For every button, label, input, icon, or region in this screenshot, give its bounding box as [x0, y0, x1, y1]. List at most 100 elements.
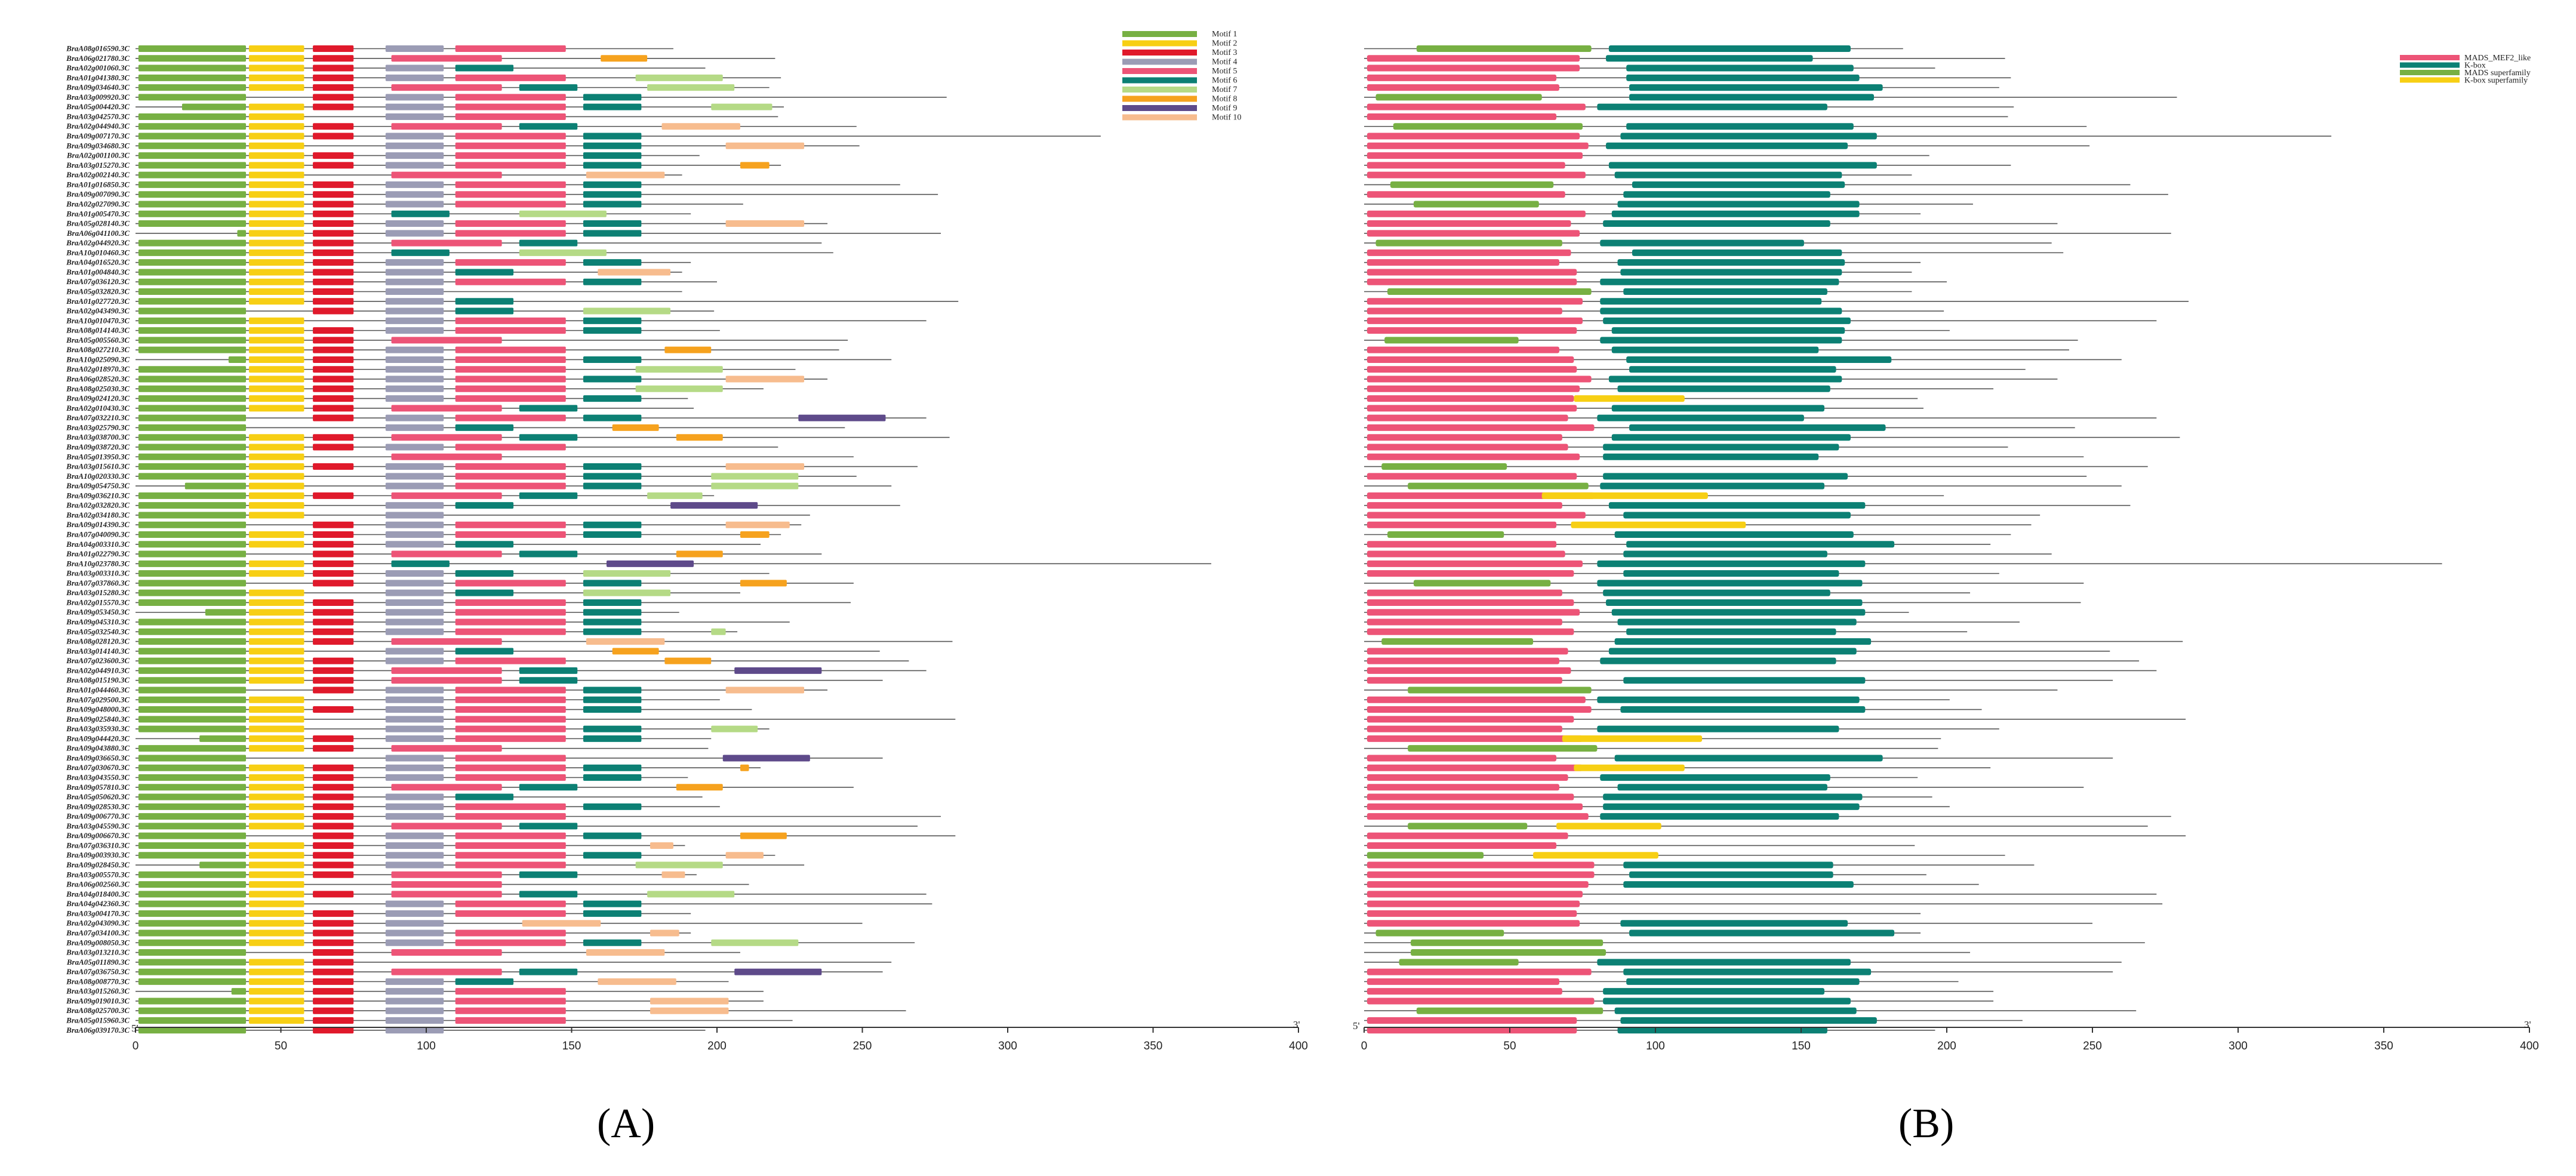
- motif-box: [647, 891, 735, 898]
- gene-label: BraA07g040090.3C: [66, 530, 130, 539]
- gene-label: BraA01g027720.3C: [66, 297, 130, 306]
- gene-label: BraA05g005560.3C: [66, 335, 130, 344]
- motif-box: [455, 152, 566, 159]
- motif-box: [248, 968, 304, 975]
- motif-box: [583, 191, 642, 198]
- motif-box: [455, 774, 566, 781]
- motif-box: [519, 823, 578, 830]
- motif-box: [725, 521, 790, 528]
- mads-mef2-domain: [1367, 133, 1580, 140]
- motif-box: [248, 541, 304, 548]
- k-box-domain: [1626, 123, 1854, 130]
- motif-box: [583, 473, 642, 480]
- k-box-domain: [1611, 210, 1860, 217]
- motif-box: [522, 920, 601, 927]
- k-box-domain: [1623, 512, 1851, 519]
- motif-box: [138, 45, 247, 52]
- k-box-domain: [1603, 453, 1819, 460]
- gene-label: BraA09g036210.3C: [66, 491, 130, 500]
- motif-legend-label: Motif 5: [1212, 67, 1237, 76]
- motif-box: [313, 823, 354, 830]
- motif-box: [798, 414, 886, 421]
- motif-legend-swatch: [1122, 59, 1197, 65]
- motif-box: [725, 463, 805, 470]
- k-box-domain: [1600, 774, 1830, 781]
- motif-box: [455, 618, 566, 626]
- mads-mef2-domain: [1367, 550, 1565, 558]
- panel-b-tick-label: 400: [2520, 1040, 2539, 1052]
- motif-box: [248, 871, 304, 878]
- motif-box: [385, 366, 444, 373]
- motif-box: [455, 725, 566, 732]
- mads-mef2-domain: [1367, 64, 1580, 72]
- motif-box: [313, 959, 354, 966]
- gene-label: BraA09g053450.3C: [66, 608, 130, 617]
- motif-box: [248, 113, 304, 120]
- gene-label: BraA09g028530.3C: [66, 802, 130, 811]
- motif-box: [248, 512, 304, 519]
- motif-box: [455, 589, 514, 596]
- motif-box: [138, 716, 247, 723]
- motif-box: [138, 910, 247, 917]
- motif-box: [138, 959, 247, 966]
- gene-label: BraA05g015960.3C: [66, 1016, 130, 1025]
- motif-box: [455, 327, 566, 334]
- motif-box: [385, 385, 444, 392]
- motif-legend-swatch: [1122, 40, 1197, 47]
- motif-box: [455, 356, 566, 363]
- motif-box: [138, 667, 247, 674]
- motif-box: [248, 55, 304, 62]
- motif-box: [138, 463, 247, 470]
- motif-box: [385, 64, 444, 72]
- mads-mef2-domain: [1367, 832, 1568, 839]
- mads-mef2-domain: [1367, 755, 1557, 762]
- mads-mef2-domain: [1367, 307, 1562, 315]
- k-box-domain: [1603, 473, 1848, 480]
- motif-box: [248, 852, 304, 859]
- motif-box: [385, 307, 444, 315]
- motif-box: [385, 1007, 444, 1014]
- motif-box: [138, 550, 247, 558]
- motif-box: [650, 1007, 729, 1014]
- gene-label: BraA09g019010.3C: [66, 996, 130, 1005]
- motif-box: [138, 939, 247, 946]
- motif-box: [313, 259, 354, 266]
- motif-box: [519, 210, 607, 217]
- gene-label: BraA05g028140.3C: [66, 219, 130, 228]
- motif-box: [385, 929, 444, 937]
- k-box-domain: [1629, 366, 1836, 373]
- motif-box: [391, 492, 502, 499]
- motif-box: [385, 521, 444, 528]
- motif-box: [583, 375, 642, 383]
- motif-box: [313, 521, 354, 528]
- motif-box: [385, 774, 444, 781]
- mads-superfamily-domain: [1399, 959, 1519, 966]
- motif-box: [391, 337, 502, 344]
- motif-box: [385, 803, 444, 810]
- k-box-domain: [1600, 298, 1822, 305]
- motif-box: [455, 385, 566, 392]
- panel-a-three-prime-label: 3': [1293, 1019, 1300, 1030]
- gene-label: BraA08g014140.3C: [66, 326, 130, 335]
- mads-mef2-domain: [1367, 784, 1559, 791]
- motif-box: [138, 424, 247, 431]
- gene-label: BraA03g025790.3C: [66, 423, 130, 432]
- motif-box: [385, 861, 444, 869]
- gene-label: BraA02g034180.3C: [66, 510, 130, 519]
- mads-mef2-domain: [1367, 900, 1580, 907]
- motif-box: [583, 307, 671, 315]
- motif-box: [725, 142, 805, 149]
- motif-legend-label: Motif 6: [1212, 76, 1237, 85]
- panel-b-tick-label: 200: [1937, 1040, 1956, 1052]
- mads-mef2-domain: [1367, 764, 1583, 771]
- motif-box: [711, 725, 758, 732]
- motif-box: [385, 988, 444, 995]
- gene-label: BraA09g007170.3C: [66, 131, 130, 140]
- motif-legend-label: Motif 9: [1212, 104, 1237, 113]
- k-box-domain: [1629, 929, 1895, 937]
- mads-mef2-domain: [1367, 385, 1580, 392]
- motif-box: [583, 774, 642, 781]
- motif-box: [248, 210, 304, 217]
- motif-box: [313, 929, 354, 937]
